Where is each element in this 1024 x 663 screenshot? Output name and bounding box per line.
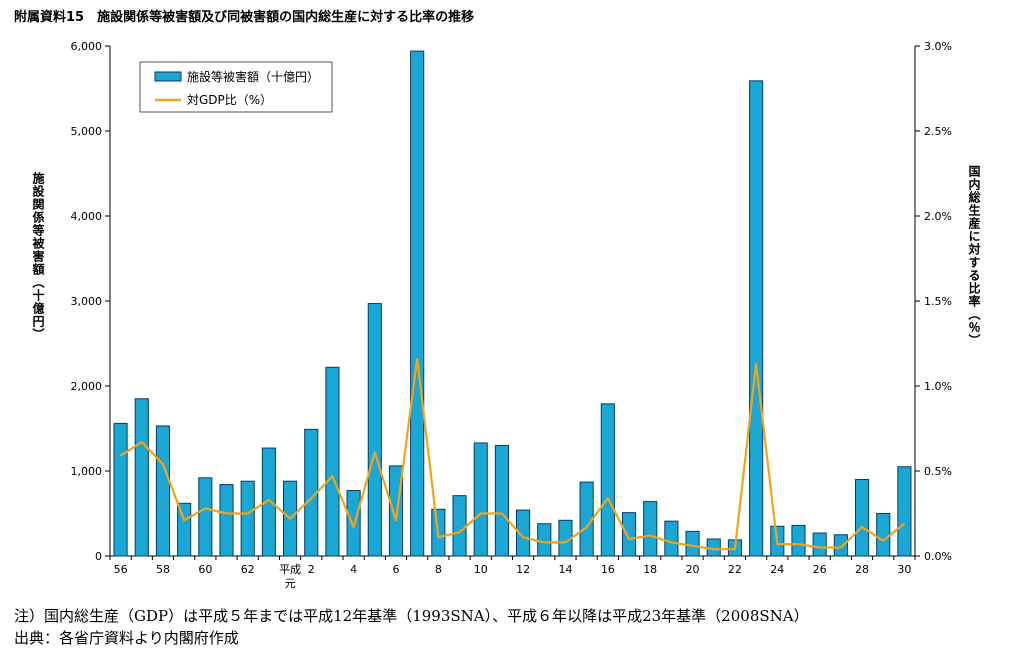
legend-bar-label: 施設等被害額（十億円） — [187, 69, 319, 84]
bar — [516, 509, 531, 557]
y-tick-label: 0 — [95, 550, 102, 563]
x-tick-label: 10 — [474, 563, 488, 576]
footnote: 注）国内総生産（GDP）は平成５年までは平成12年基準（1993SNA）、平成６… — [14, 607, 809, 625]
bar — [325, 366, 340, 557]
y2-tick-label: 0.5% — [924, 465, 952, 478]
x-tick-label: 4 — [350, 563, 357, 576]
y-tick-label: 2,000 — [71, 380, 103, 393]
page-title: 附属資料15 施設関係等被害額及び同被害額の国内総生産に対する比率の推移 — [14, 10, 475, 25]
bar — [685, 530, 700, 557]
legend-line-label: 対GDP比（%） — [187, 93, 272, 107]
bar — [177, 502, 192, 557]
bar — [600, 403, 615, 557]
bar — [791, 524, 806, 557]
x-tick-label: 26 — [813, 563, 827, 576]
bar — [113, 422, 128, 557]
y2-tick-label: 1.5% — [924, 295, 952, 308]
bar — [664, 520, 679, 557]
bar — [643, 501, 658, 557]
y2-tick-label: 3.0% — [924, 40, 952, 53]
bar — [261, 447, 276, 557]
y-tick-label: 6,000 — [71, 40, 103, 53]
x-tick-label: 18 — [643, 563, 657, 576]
bar — [833, 534, 848, 557]
x-tick-label: 62 — [241, 563, 255, 576]
y-tick-label: 1,000 — [71, 465, 103, 478]
bar — [219, 484, 234, 557]
y2-tick-label: 2.5% — [924, 125, 952, 138]
y2-tick-label: 2.0% — [924, 210, 952, 223]
x-tick-label: 6 — [392, 563, 399, 576]
x-tick-label: 8 — [435, 563, 442, 576]
bar — [812, 532, 827, 557]
y2-tick-label: 0.0% — [924, 550, 952, 563]
bar — [198, 477, 213, 557]
x-tick-label: 16 — [601, 563, 615, 576]
x-tick-label: 58 — [156, 563, 170, 576]
bar — [452, 495, 467, 557]
x-tick-label: 24 — [770, 563, 784, 576]
y2-tick-label: 1.0% — [924, 380, 952, 393]
x-tick-label: 元 — [285, 577, 296, 590]
bar — [367, 303, 382, 557]
source-note: 出典：各省庁資料より内閣府作成 — [14, 629, 239, 647]
x-tick-label: 22 — [728, 563, 742, 576]
x-tick-label: 12 — [516, 563, 530, 576]
chart: 0 1,000 2,000 3,000 4,000 5,000 6,000 0.0% 0.5% 1… — [71, 40, 952, 590]
bar — [621, 512, 637, 557]
bar — [240, 480, 255, 557]
bar — [473, 442, 488, 557]
x-tick-label: 平成 — [279, 563, 301, 576]
bar — [876, 513, 891, 557]
y-tick-label: 4,000 — [71, 210, 103, 223]
x-tick-label: 60 — [198, 563, 212, 576]
x-tick-label: 56 — [114, 563, 128, 576]
bar — [410, 50, 425, 557]
gdp-ratio-line — [120, 357, 906, 551]
x-tick-label: 14 — [558, 563, 572, 576]
y-axis-label: 施設関係等被害額（十億円） — [31, 172, 45, 341]
x-tick-label: 2 — [308, 563, 315, 576]
y-tick-label: 5,000 — [71, 125, 103, 138]
x-tick-label: 20 — [686, 563, 700, 576]
bar — [134, 398, 149, 557]
bar — [749, 80, 764, 557]
y-tick-label: 3,000 — [71, 295, 103, 308]
plot-area: 0 1,000 2,000 3,000 4,000 5,000 6,000 0.0% 0.5% 1… — [71, 40, 952, 590]
bar — [537, 523, 552, 557]
legend: 施設等被害額（十億円） 対GDP比（%） — [139, 61, 333, 113]
legend-box — [139, 61, 333, 113]
legend-bar-swatch — [154, 71, 182, 82]
x-tick-label: 28 — [855, 563, 869, 576]
y2-axis-label: 国内総生産に対する比率（％） — [967, 165, 981, 347]
bar — [897, 466, 912, 557]
bar — [854, 479, 870, 557]
bar — [155, 425, 171, 557]
bar — [494, 445, 509, 557]
x-tick-label: 30 — [897, 563, 911, 576]
